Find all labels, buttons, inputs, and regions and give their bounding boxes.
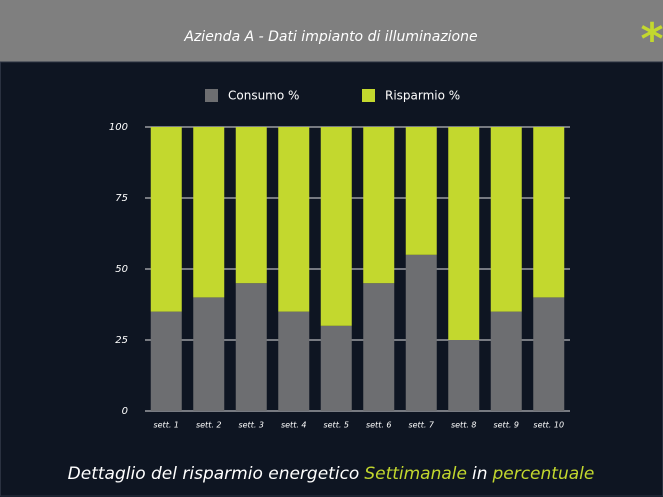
y-tick-label: 100: [109, 122, 128, 133]
legend-label: Consumo %: [228, 89, 299, 103]
x-tick-label: sett. 1: [153, 421, 179, 430]
legend-swatch: [205, 89, 218, 102]
legend-swatch: [362, 89, 375, 102]
badge: *: [640, 14, 663, 65]
bar-segment: [405, 254, 437, 411]
x-tick-label: sett. 8: [451, 421, 477, 430]
header-bar: [0, 0, 663, 62]
x-tick-label: sett. 3: [238, 421, 264, 430]
caption-segment: Settimanale: [364, 464, 467, 484]
bar-segment: [150, 311, 182, 411]
bar-segment: [490, 311, 522, 411]
caption-segment: in: [472, 464, 488, 484]
legend-label: Risparmio %: [385, 89, 460, 103]
bar-segment: [363, 127, 395, 284]
bar-segment: [278, 311, 310, 411]
bar-segment: [193, 297, 225, 411]
bar-segment: [320, 127, 352, 326]
bar-segment: [363, 283, 395, 411]
bar-segment: [278, 127, 310, 312]
bar-segment: [235, 283, 267, 411]
x-tick-label: sett. 10: [533, 421, 564, 430]
bar-segment: [405, 127, 437, 255]
bar-segment: [193, 127, 225, 298]
y-tick-label: 50: [115, 264, 128, 275]
bar-segment: [448, 127, 480, 340]
x-tick-label: sett. 7: [408, 421, 434, 430]
caption-segment: Dettaglio del risparmio energetico: [68, 464, 360, 484]
y-tick-label: 0: [122, 406, 128, 417]
y-tick-label: 75: [115, 193, 128, 204]
bar-segment: [320, 325, 352, 411]
bar-segment: [533, 297, 565, 411]
x-tick-label: sett. 5: [323, 421, 349, 430]
y-tick-label: 25: [115, 335, 128, 346]
bar-segment: [533, 127, 565, 298]
bar-segment: [235, 127, 267, 284]
x-tick-label: sett. 9: [493, 421, 519, 430]
header-title: Azienda A - Dati impianto di illuminazio…: [183, 29, 477, 45]
bar-segment: [448, 340, 480, 411]
x-tick-label: sett. 2: [196, 421, 222, 430]
bar-segment: [150, 127, 182, 312]
x-tick-label: sett. 6: [366, 421, 392, 430]
bar-segment: [490, 127, 522, 312]
x-tick-label: sett. 4: [281, 421, 307, 430]
caption-segment: percentuale: [491, 464, 594, 484]
caption: Dettaglio del risparmio energetico Settim…: [68, 464, 595, 484]
